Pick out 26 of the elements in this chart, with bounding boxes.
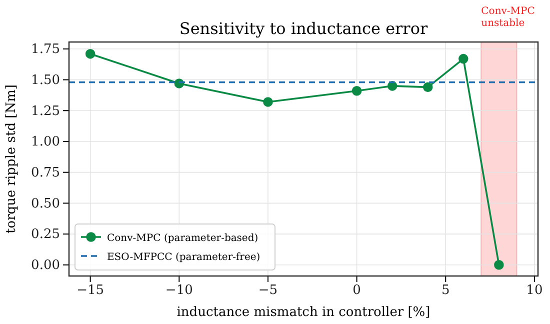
chart-title: Sensitivity to inductance error xyxy=(179,19,428,38)
point xyxy=(458,54,468,64)
x-tick-label: −5 xyxy=(258,283,278,298)
point xyxy=(85,48,96,59)
x-tick-label: −10 xyxy=(165,283,193,298)
point xyxy=(352,86,362,96)
y-tick-label: 1.50 xyxy=(31,72,60,88)
y-axis-title: torque ripple std [Nm] xyxy=(4,84,19,234)
x-axis-title: inductance mismatch in controller [%] xyxy=(176,305,430,320)
legend-label: Conv-MPC (parameter-based) xyxy=(107,233,258,244)
point xyxy=(494,260,504,270)
y-tick-label: 0.50 xyxy=(31,196,60,212)
point xyxy=(263,97,273,107)
y-tick-label: 0.25 xyxy=(31,227,60,242)
legend-label: ESO-MFPCC (parameter-free) xyxy=(107,252,260,263)
point xyxy=(422,82,433,92)
y-tick-label: 0.00 xyxy=(31,258,60,274)
y-tick-label: 1.00 xyxy=(31,134,60,150)
y-tick-label: 1.25 xyxy=(31,104,60,119)
text: Conv-MPC unstable xyxy=(481,6,536,29)
x-tick-label: −15 xyxy=(76,283,104,298)
x-tick-label: 0 xyxy=(352,283,361,298)
y-tick-label: 0.75 xyxy=(31,165,60,180)
x-tick-label: 5 xyxy=(441,283,450,298)
x-tick-label: 10 xyxy=(526,283,543,298)
y-tick-label: 1.75 xyxy=(31,42,60,58)
